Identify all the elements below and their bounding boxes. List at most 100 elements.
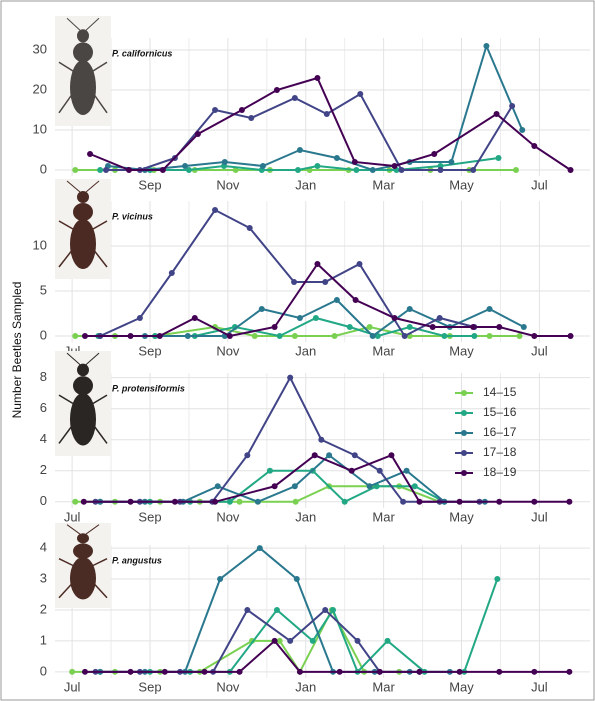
data-point — [221, 159, 228, 165]
data-point — [406, 306, 413, 312]
x-tick-label: May — [449, 177, 474, 192]
data-point — [291, 483, 298, 490]
y-tick-label: 0 — [40, 161, 47, 176]
data-point — [326, 452, 333, 459]
data-point — [182, 163, 189, 169]
data-point — [429, 324, 436, 330]
y-tick-label: 1 — [40, 632, 47, 647]
data-point — [531, 143, 538, 149]
y-tick-label: 4 — [40, 540, 47, 555]
data-point — [314, 261, 321, 267]
beetle-body — [70, 219, 96, 269]
data-point — [322, 279, 329, 285]
data-point — [411, 483, 418, 490]
data-point — [369, 333, 376, 339]
data-point — [531, 668, 538, 675]
y-tick-label: 4 — [40, 431, 47, 446]
data-point — [341, 498, 348, 505]
panel-title: P. protensiformis — [112, 383, 185, 393]
data-point — [292, 498, 299, 505]
x-tick-label: Nov — [216, 177, 240, 192]
beetle-leg — [58, 61, 74, 72]
panel-title: P. californicus — [112, 48, 172, 58]
beetle-head — [77, 191, 89, 203]
data-point — [388, 452, 395, 459]
beetle-head — [77, 533, 89, 544]
x-tick-label: Jul — [64, 509, 81, 524]
data-point — [516, 333, 523, 339]
data-point — [369, 167, 376, 173]
data-point — [271, 483, 278, 490]
x-tick-label: Mar — [372, 509, 395, 524]
data-point — [156, 333, 163, 339]
beetle-leg — [58, 581, 74, 599]
data-point — [531, 333, 538, 339]
data-point — [333, 155, 340, 161]
data-point — [127, 333, 134, 339]
legend-swatch-point — [461, 390, 467, 396]
beetle-leg — [92, 248, 108, 268]
data-point — [226, 498, 233, 505]
beetle-thorax — [73, 203, 93, 221]
x-tick-label: Sep — [138, 679, 161, 694]
beetle-leg — [92, 558, 108, 567]
beetle-leg — [92, 424, 108, 444]
beetle-leg — [92, 61, 108, 72]
series-line — [107, 43, 524, 172]
data-point — [232, 167, 239, 173]
data-point — [416, 498, 423, 505]
data-point — [87, 151, 94, 157]
series-line — [100, 298, 525, 338]
data-point — [441, 333, 448, 339]
y-tick-label: 0 — [40, 493, 47, 508]
beetle-photo — [55, 351, 111, 456]
data-point — [244, 452, 251, 459]
data-point — [352, 297, 359, 303]
y-tick-label: 2 — [40, 601, 47, 616]
beetle-body — [70, 557, 96, 600]
legend-swatch-point — [461, 430, 467, 436]
beetle-antenna — [66, 180, 81, 193]
panel-title: P. angustus — [112, 555, 162, 565]
data-point — [519, 127, 526, 133]
x-tick-label: May — [449, 344, 474, 359]
data-point — [259, 163, 266, 169]
legend-swatch-point — [461, 450, 467, 456]
data-point — [400, 498, 407, 505]
data-point — [314, 163, 321, 169]
data-point — [353, 167, 360, 173]
beetle-antenna — [66, 524, 81, 535]
beetle-head — [77, 363, 89, 377]
data-point — [311, 452, 318, 459]
y-tick-label: 3 — [40, 570, 47, 585]
y-tick-label: 20 — [33, 81, 47, 96]
data-point — [323, 111, 330, 117]
x-tick-label: Nov — [216, 509, 240, 524]
data-point — [333, 297, 340, 303]
data-point — [159, 167, 166, 173]
data-point — [212, 498, 219, 505]
data-point — [273, 87, 280, 93]
data-point — [80, 498, 87, 505]
data-point — [217, 576, 224, 583]
data-point — [97, 167, 104, 173]
beetle-leg — [58, 558, 74, 567]
data-point — [291, 95, 298, 101]
beetle-antenna — [66, 352, 81, 366]
y-tick-label: 10 — [33, 237, 47, 252]
data-point — [376, 668, 383, 675]
data-point — [81, 333, 88, 339]
data-point — [391, 315, 398, 321]
data-point — [287, 374, 294, 381]
x-tick-label: Jan — [295, 679, 316, 694]
data-point — [201, 668, 208, 675]
data-point — [403, 467, 410, 474]
beetle-body — [70, 60, 96, 115]
data-point — [309, 637, 316, 644]
data-point — [72, 333, 79, 339]
beetle-leg — [58, 220, 74, 230]
data-point — [336, 668, 343, 675]
data-point — [384, 637, 391, 644]
beetle-thorax — [73, 42, 93, 63]
data-point — [266, 467, 273, 474]
